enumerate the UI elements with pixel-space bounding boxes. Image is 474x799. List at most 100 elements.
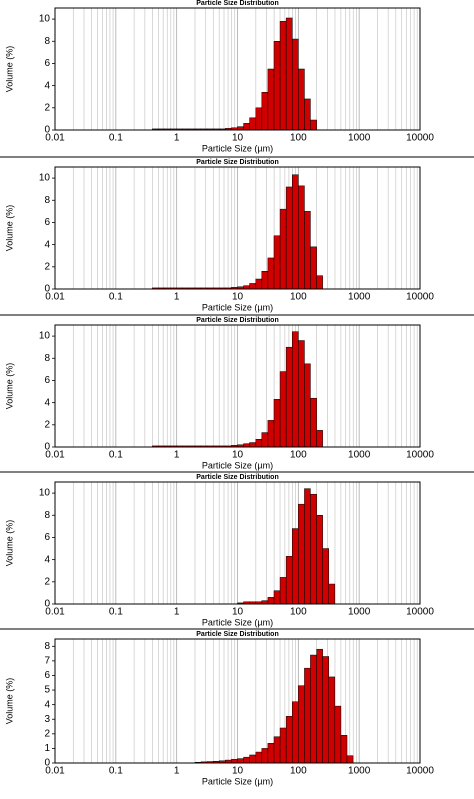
x-tick-label: 10 [232,766,244,777]
bar [310,119,317,131]
x-tick-label: 1 [174,292,180,303]
y-tick-label: 3 [44,714,50,725]
bar [243,123,250,131]
y-tick-label: 2 [44,576,50,587]
bar [261,748,269,764]
x-axis-label: Particle Size (µm) [202,143,273,153]
bar [237,758,244,764]
y-tick-label: 10 [39,488,51,499]
x-tick-label: 0.01 [45,450,65,461]
y-tick-label: 10 [39,173,51,184]
x-axis-label: Particle Size (µm) [202,617,273,627]
bar [255,438,263,448]
x-tick-label: 10 [232,133,244,144]
x-tick-label: 0.1 [109,133,123,144]
bar [285,17,293,131]
y-tick-label: 4 [44,80,50,91]
y-tick-label: 10 [39,14,51,25]
plot-frame [54,638,421,764]
y-tick-label: 2 [44,261,50,272]
bar [291,38,299,131]
x-tick-label: 0.01 [45,766,65,777]
bar [279,727,287,764]
x-tick-label: 1 [174,133,180,144]
x-tick-label: 0.1 [109,450,123,461]
y-tick-label: 8 [44,36,50,47]
x-tick-label: 1000 [348,607,371,618]
bar [255,751,263,764]
y-tick-label: 6 [44,532,50,543]
bar [310,493,317,605]
y-tick-label: 6 [44,670,50,681]
bar [334,705,342,764]
bar [304,98,311,131]
bar [291,174,299,290]
x-tick-label: 0.1 [109,766,123,777]
y-tick-label: 2 [44,728,50,739]
y-tick-label: 8 [44,195,50,206]
bar [243,756,250,764]
bar [249,442,257,448]
bar [304,488,311,605]
x-tick-label: 10 [232,292,244,303]
bar [291,331,299,448]
bar [267,743,275,764]
bar [285,186,293,290]
bar [291,701,299,764]
x-axis-label: Particle Size (µm) [202,302,273,312]
plot-frame [54,7,421,131]
y-axis-label: Volume (%) [4,46,14,93]
bar [273,736,281,764]
y-tick-label: 7 [44,656,50,667]
x-tick-label: 100 [290,607,307,618]
bar [285,716,293,764]
x-tick-label: 10000 [406,292,434,303]
bar [298,185,305,290]
y-tick-label: 8 [44,510,50,521]
bar [273,41,281,131]
x-tick-label: 1000 [348,292,371,303]
bar [304,211,311,290]
bar [249,117,257,131]
bar [328,583,336,605]
x-axis-label: Particle Size (µm) [202,460,273,470]
y-tick-label: 0 [44,758,50,769]
chart-title: Particle Size Distribution [196,159,278,166]
y-tick-label: 0 [44,284,50,295]
y-tick-label: 4 [44,554,50,565]
x-tick-label: 1 [174,766,180,777]
bar [298,68,305,131]
bar [285,556,293,605]
bar [267,68,275,131]
bar [316,430,323,448]
y-tick-label: 5 [44,685,50,696]
bar [316,515,323,605]
bar [279,208,287,290]
x-axis-label: Particle Size (µm) [202,776,273,786]
bar [279,577,287,605]
bar [255,107,263,131]
y-tick-label: 2 [44,102,50,113]
plot-frame [54,481,421,605]
x-tick-label: 1000 [348,133,371,144]
x-tick-label: 10000 [406,450,434,461]
chart-title: Particle Size Distribution [196,317,278,324]
y-tick-label: 8 [44,641,50,652]
x-tick-label: 100 [290,450,307,461]
bar [249,754,257,764]
y-tick-label: 0 [44,125,50,136]
chart-title: Particle Size Distribution [196,0,278,7]
bar [310,246,317,290]
bar [310,397,317,448]
y-tick-label: 4 [44,397,50,408]
chart-title: Particle Size Distribution [196,631,278,638]
y-tick-label: 2 [44,419,50,430]
y-axis-label: Volume (%) [4,205,14,252]
x-tick-label: 1 [174,450,180,461]
x-tick-label: 1000 [348,766,371,777]
bar [267,597,275,605]
x-tick-label: 100 [290,133,307,144]
x-tick-label: 100 [290,766,307,777]
plot-frame [54,324,421,448]
bar [261,432,269,448]
